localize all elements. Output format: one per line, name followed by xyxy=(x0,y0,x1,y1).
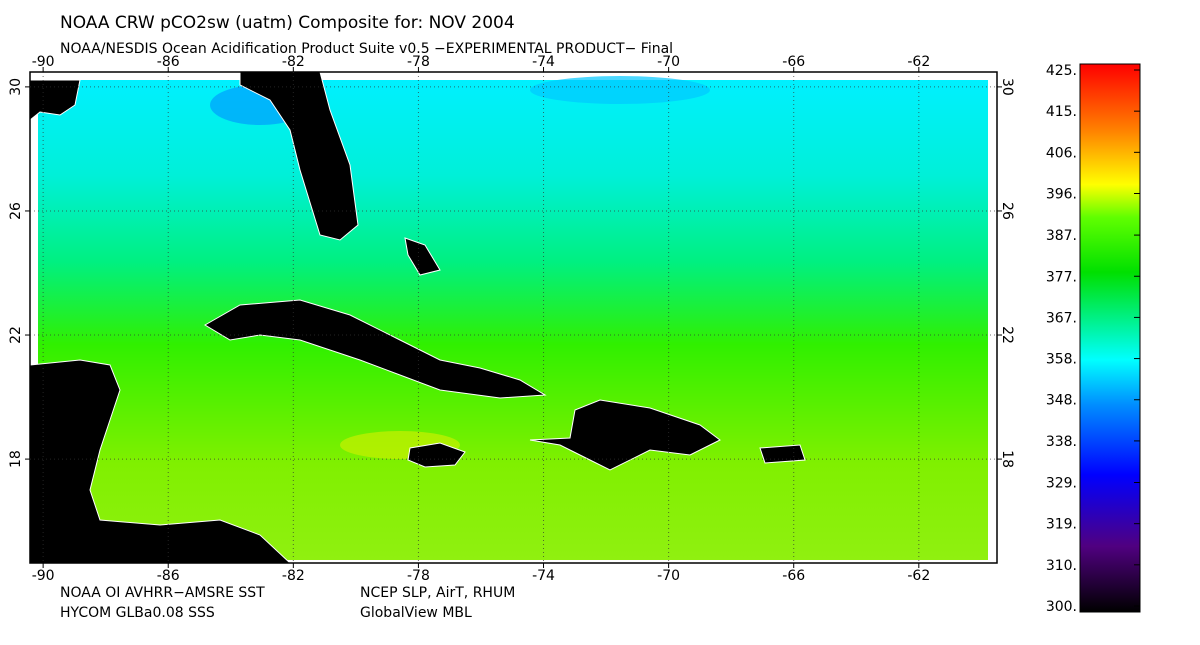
lat-label: 30 xyxy=(8,78,24,96)
colorbar-label: 415. xyxy=(1046,104,1077,120)
source-note: HYCOM GLBa0.08 SSS xyxy=(60,605,215,621)
lon-label: -74 xyxy=(532,54,555,70)
lat-label: 30 xyxy=(999,78,1015,96)
colorbar-label: 348. xyxy=(1046,393,1077,409)
land-bahamas xyxy=(404,237,441,276)
colorbar-label: 367. xyxy=(1046,310,1077,326)
colorbar-label: 319. xyxy=(1046,517,1077,533)
lon-label: -82 xyxy=(282,568,305,584)
colorbar-label: 358. xyxy=(1046,352,1077,368)
colorbar-label: 338. xyxy=(1046,434,1077,450)
lat-label: 18 xyxy=(8,450,24,468)
lon-label: -62 xyxy=(907,54,930,70)
lon-label: -62 xyxy=(907,568,930,584)
colorbar-label: 300. xyxy=(1046,599,1077,615)
colorbar-label: 396. xyxy=(1046,186,1077,202)
source-note: NOAA OI AVHRR−AMSRE SST xyxy=(60,585,265,601)
source-note: GlobalView MBL xyxy=(360,605,472,621)
colorbar-label: 377. xyxy=(1046,269,1077,285)
lat-label: 22 xyxy=(8,326,24,344)
lon-label: -86 xyxy=(157,54,180,70)
lon-label: -78 xyxy=(407,568,430,584)
colorbar-label: 329. xyxy=(1046,476,1077,492)
colorbar-label: 406. xyxy=(1046,145,1077,161)
colorbar xyxy=(1079,63,1141,613)
lat-label: 22 xyxy=(999,326,1015,344)
source-note: NCEP SLP, AirT, RHUM xyxy=(360,585,515,601)
lat-label: 26 xyxy=(8,202,24,220)
lon-label: -82 xyxy=(282,54,305,70)
map xyxy=(29,71,998,564)
lon-label: -78 xyxy=(407,54,430,70)
ocean-field xyxy=(38,80,988,560)
land-jamaica xyxy=(407,442,466,468)
lat-label: 26 xyxy=(999,202,1015,220)
land-cuba xyxy=(204,299,547,399)
land-central-america xyxy=(29,359,292,564)
land-puerto-rico xyxy=(759,444,806,464)
lon-label: -90 xyxy=(32,568,55,584)
lon-label: -66 xyxy=(782,568,805,584)
colorbar-label: 425. xyxy=(1046,63,1077,79)
land-florida xyxy=(239,71,359,241)
colorbar-label: 387. xyxy=(1046,228,1077,244)
lon-label: -70 xyxy=(657,568,680,584)
ocean-patch xyxy=(530,76,710,104)
lon-label: -74 xyxy=(532,568,555,584)
subtitle: NOAA/NESDIS Ocean Acidification Product … xyxy=(60,41,673,57)
colorbar-label: 310. xyxy=(1046,558,1077,574)
lat-label: 18 xyxy=(999,450,1015,468)
lon-label: -90 xyxy=(32,54,55,70)
land-hispaniola xyxy=(529,399,721,471)
lon-label: -86 xyxy=(157,568,180,584)
map-frame xyxy=(29,71,998,564)
lon-label: -70 xyxy=(657,54,680,70)
title: NOAA CRW pCO2sw (uatm) Composite for: NO… xyxy=(60,13,515,33)
lon-label: -66 xyxy=(782,54,805,70)
